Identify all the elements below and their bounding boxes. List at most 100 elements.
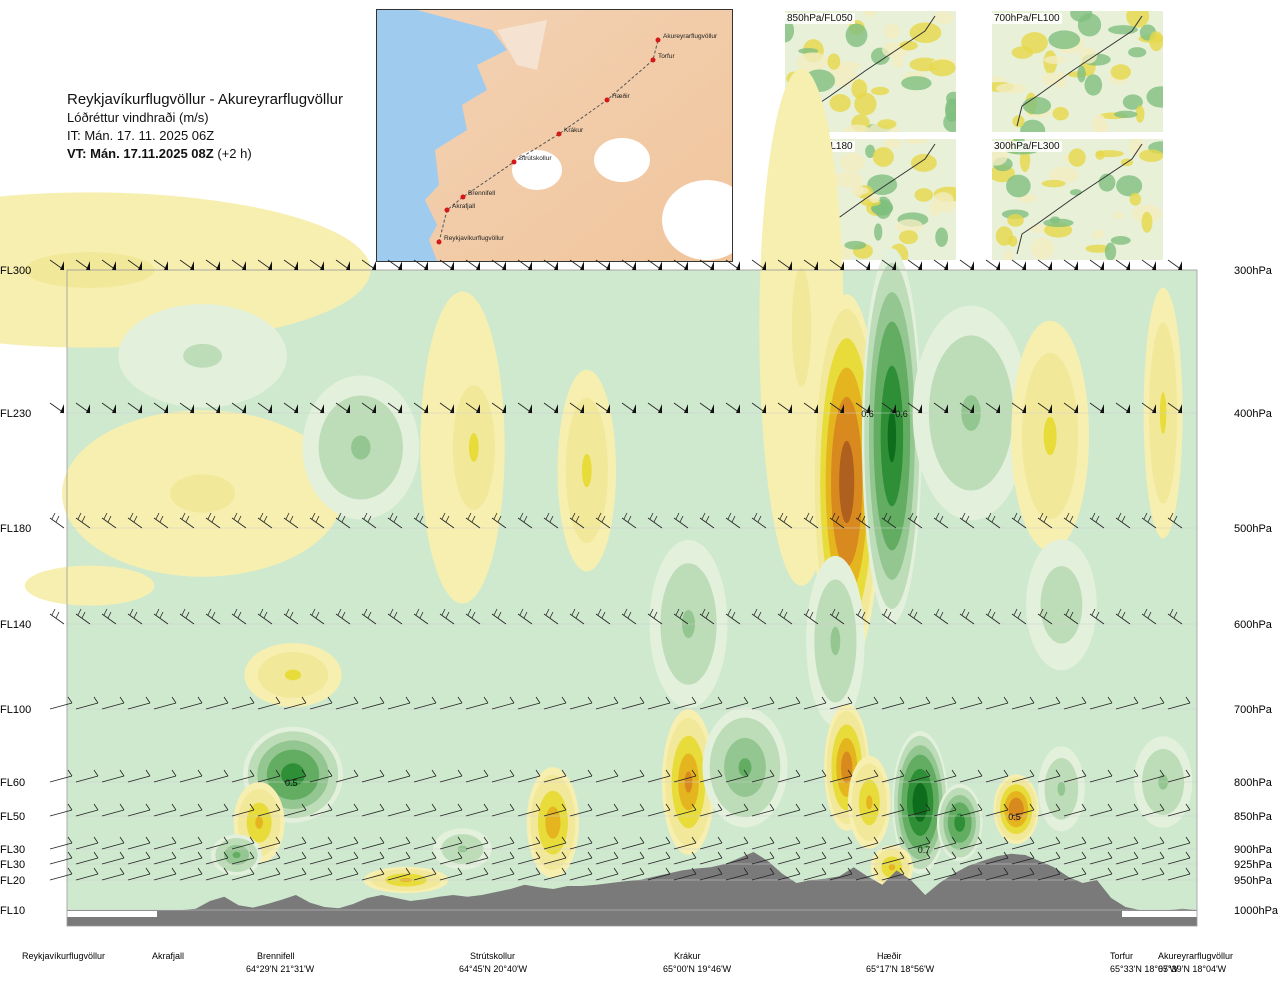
wind-barb bbox=[985, 259, 1001, 271]
thumb-850[interactable]: 850hPa/FL050 bbox=[785, 11, 956, 132]
wind-barb bbox=[309, 851, 333, 865]
thumb-field bbox=[914, 188, 934, 202]
contour-band bbox=[702, 707, 788, 828]
contour-band bbox=[961, 395, 981, 431]
contour-band bbox=[791, 267, 812, 387]
field-cell bbox=[812, 294, 882, 670]
wind-barb bbox=[335, 259, 351, 271]
contour-band bbox=[848, 755, 891, 849]
field-cell bbox=[892, 730, 949, 874]
wind-barb bbox=[829, 608, 845, 625]
wind-barb bbox=[257, 512, 273, 529]
wind-barb bbox=[205, 803, 229, 817]
wind-barb bbox=[621, 836, 645, 850]
wind-barb bbox=[881, 867, 905, 881]
wind-barb bbox=[1063, 402, 1079, 414]
wind-barb bbox=[127, 803, 151, 817]
wind-barb bbox=[387, 851, 411, 865]
flight-level-label: FL180 bbox=[0, 523, 31, 535]
contour-band bbox=[170, 474, 236, 513]
wind-barb bbox=[1167, 867, 1191, 881]
value-annotation: 0.5 bbox=[285, 778, 298, 788]
wind-barb bbox=[569, 769, 593, 783]
wind-barb bbox=[621, 402, 637, 414]
contour-band bbox=[866, 795, 873, 810]
wind-barb bbox=[1011, 851, 1035, 865]
wind-barb bbox=[751, 769, 775, 783]
wind-barb bbox=[335, 402, 351, 414]
wind-barb bbox=[465, 402, 481, 414]
thumb-field bbox=[852, 182, 864, 198]
wind-barb bbox=[257, 867, 281, 881]
wind-barb bbox=[959, 402, 975, 414]
wind-barb bbox=[1063, 803, 1087, 817]
contour-band bbox=[444, 361, 503, 534]
wind-barb bbox=[751, 402, 767, 414]
wind-barb bbox=[1037, 769, 1061, 783]
map-point bbox=[436, 239, 442, 245]
thumb-field bbox=[884, 23, 901, 39]
flight-level-label: FL30 bbox=[0, 859, 25, 871]
wind-barb bbox=[673, 402, 689, 414]
thumb-field bbox=[1068, 148, 1086, 167]
terrain bbox=[67, 852, 1197, 926]
thumb-field bbox=[837, 66, 846, 76]
wind-barb bbox=[985, 512, 1001, 529]
thumb-300[interactable]: 300hPa/FL300 bbox=[992, 139, 1163, 260]
wind-barb bbox=[699, 867, 723, 881]
contour-band bbox=[1158, 774, 1168, 790]
wind-barbs bbox=[49, 259, 1191, 881]
wind-barb bbox=[985, 867, 1009, 881]
wind-barb bbox=[309, 867, 333, 881]
wind-barb bbox=[621, 803, 645, 817]
wind-barb bbox=[205, 608, 221, 625]
thumb-field bbox=[829, 94, 851, 112]
wind-barb bbox=[465, 803, 489, 817]
wind-barb bbox=[1089, 803, 1113, 817]
wind-barb bbox=[621, 769, 645, 783]
thumb-500[interactable]: 500hPa/FL180 bbox=[785, 139, 956, 260]
thumb-field bbox=[872, 147, 894, 167]
contour-band bbox=[830, 626, 841, 656]
thumb-700[interactable]: 700hPa/FL100 bbox=[992, 11, 1163, 132]
thumb-field bbox=[1006, 174, 1031, 198]
wind-barb bbox=[569, 803, 593, 817]
contour-band bbox=[814, 308, 879, 656]
wind-barb bbox=[1167, 608, 1183, 625]
wind-barb bbox=[413, 769, 437, 783]
wind-barb bbox=[933, 803, 957, 817]
wind-barb bbox=[257, 769, 281, 783]
wind-barb bbox=[361, 851, 385, 865]
level-gridlines bbox=[67, 269, 1197, 911]
wind-barb bbox=[1167, 696, 1191, 710]
wind-barb bbox=[205, 867, 229, 881]
wind-barb bbox=[361, 402, 377, 414]
wind-barb bbox=[543, 803, 567, 817]
wind-barb bbox=[777, 402, 793, 414]
thumb-field bbox=[909, 22, 942, 44]
wind-barb bbox=[829, 696, 853, 710]
contour-band bbox=[565, 397, 608, 544]
contour-band bbox=[806, 555, 865, 727]
contour-band bbox=[814, 579, 857, 703]
wind-barb bbox=[595, 512, 611, 529]
thumb-700-label: 700hPa/FL100 bbox=[992, 13, 1062, 24]
pressure-level-label: 400hPa bbox=[1234, 408, 1273, 420]
thumb-field bbox=[877, 119, 897, 129]
location-labels: Reykjavíkurflugvöllur Akrafjall Brennifell… bbox=[22, 951, 1233, 974]
wind-barb bbox=[1167, 803, 1191, 817]
wind-barb bbox=[465, 769, 489, 783]
wind-barb bbox=[699, 608, 715, 625]
location-name: Strútskollur bbox=[470, 951, 515, 961]
flight-level-label: FL60 bbox=[0, 777, 25, 789]
map-point-label: Brennifell bbox=[468, 190, 496, 197]
wind-barb bbox=[439, 851, 463, 865]
contour-band bbox=[545, 806, 561, 839]
wind-barb bbox=[621, 867, 645, 881]
contour-band bbox=[247, 731, 339, 819]
wind-barb bbox=[855, 836, 879, 850]
wind-barb bbox=[439, 696, 463, 710]
contour-band bbox=[246, 802, 272, 843]
pressure-level-label: 700hPa bbox=[1234, 704, 1273, 716]
contour-band bbox=[457, 845, 468, 853]
